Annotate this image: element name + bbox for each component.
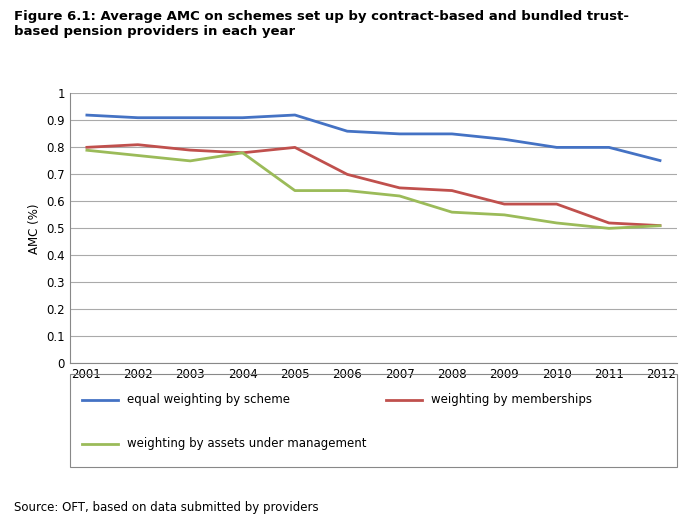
Text: Source: OFT, based on data submitted by providers: Source: OFT, based on data submitted by … — [14, 501, 318, 514]
Y-axis label: AMC (%): AMC (%) — [28, 203, 40, 254]
Text: weighting by memberships: weighting by memberships — [431, 393, 592, 406]
Text: weighting by assets under management: weighting by assets under management — [128, 437, 367, 450]
Text: Figure 6.1: Average AMC on schemes set up by contract-based and bundled trust-
b: Figure 6.1: Average AMC on schemes set u… — [14, 10, 629, 38]
Text: equal weighting by scheme: equal weighting by scheme — [128, 393, 290, 406]
